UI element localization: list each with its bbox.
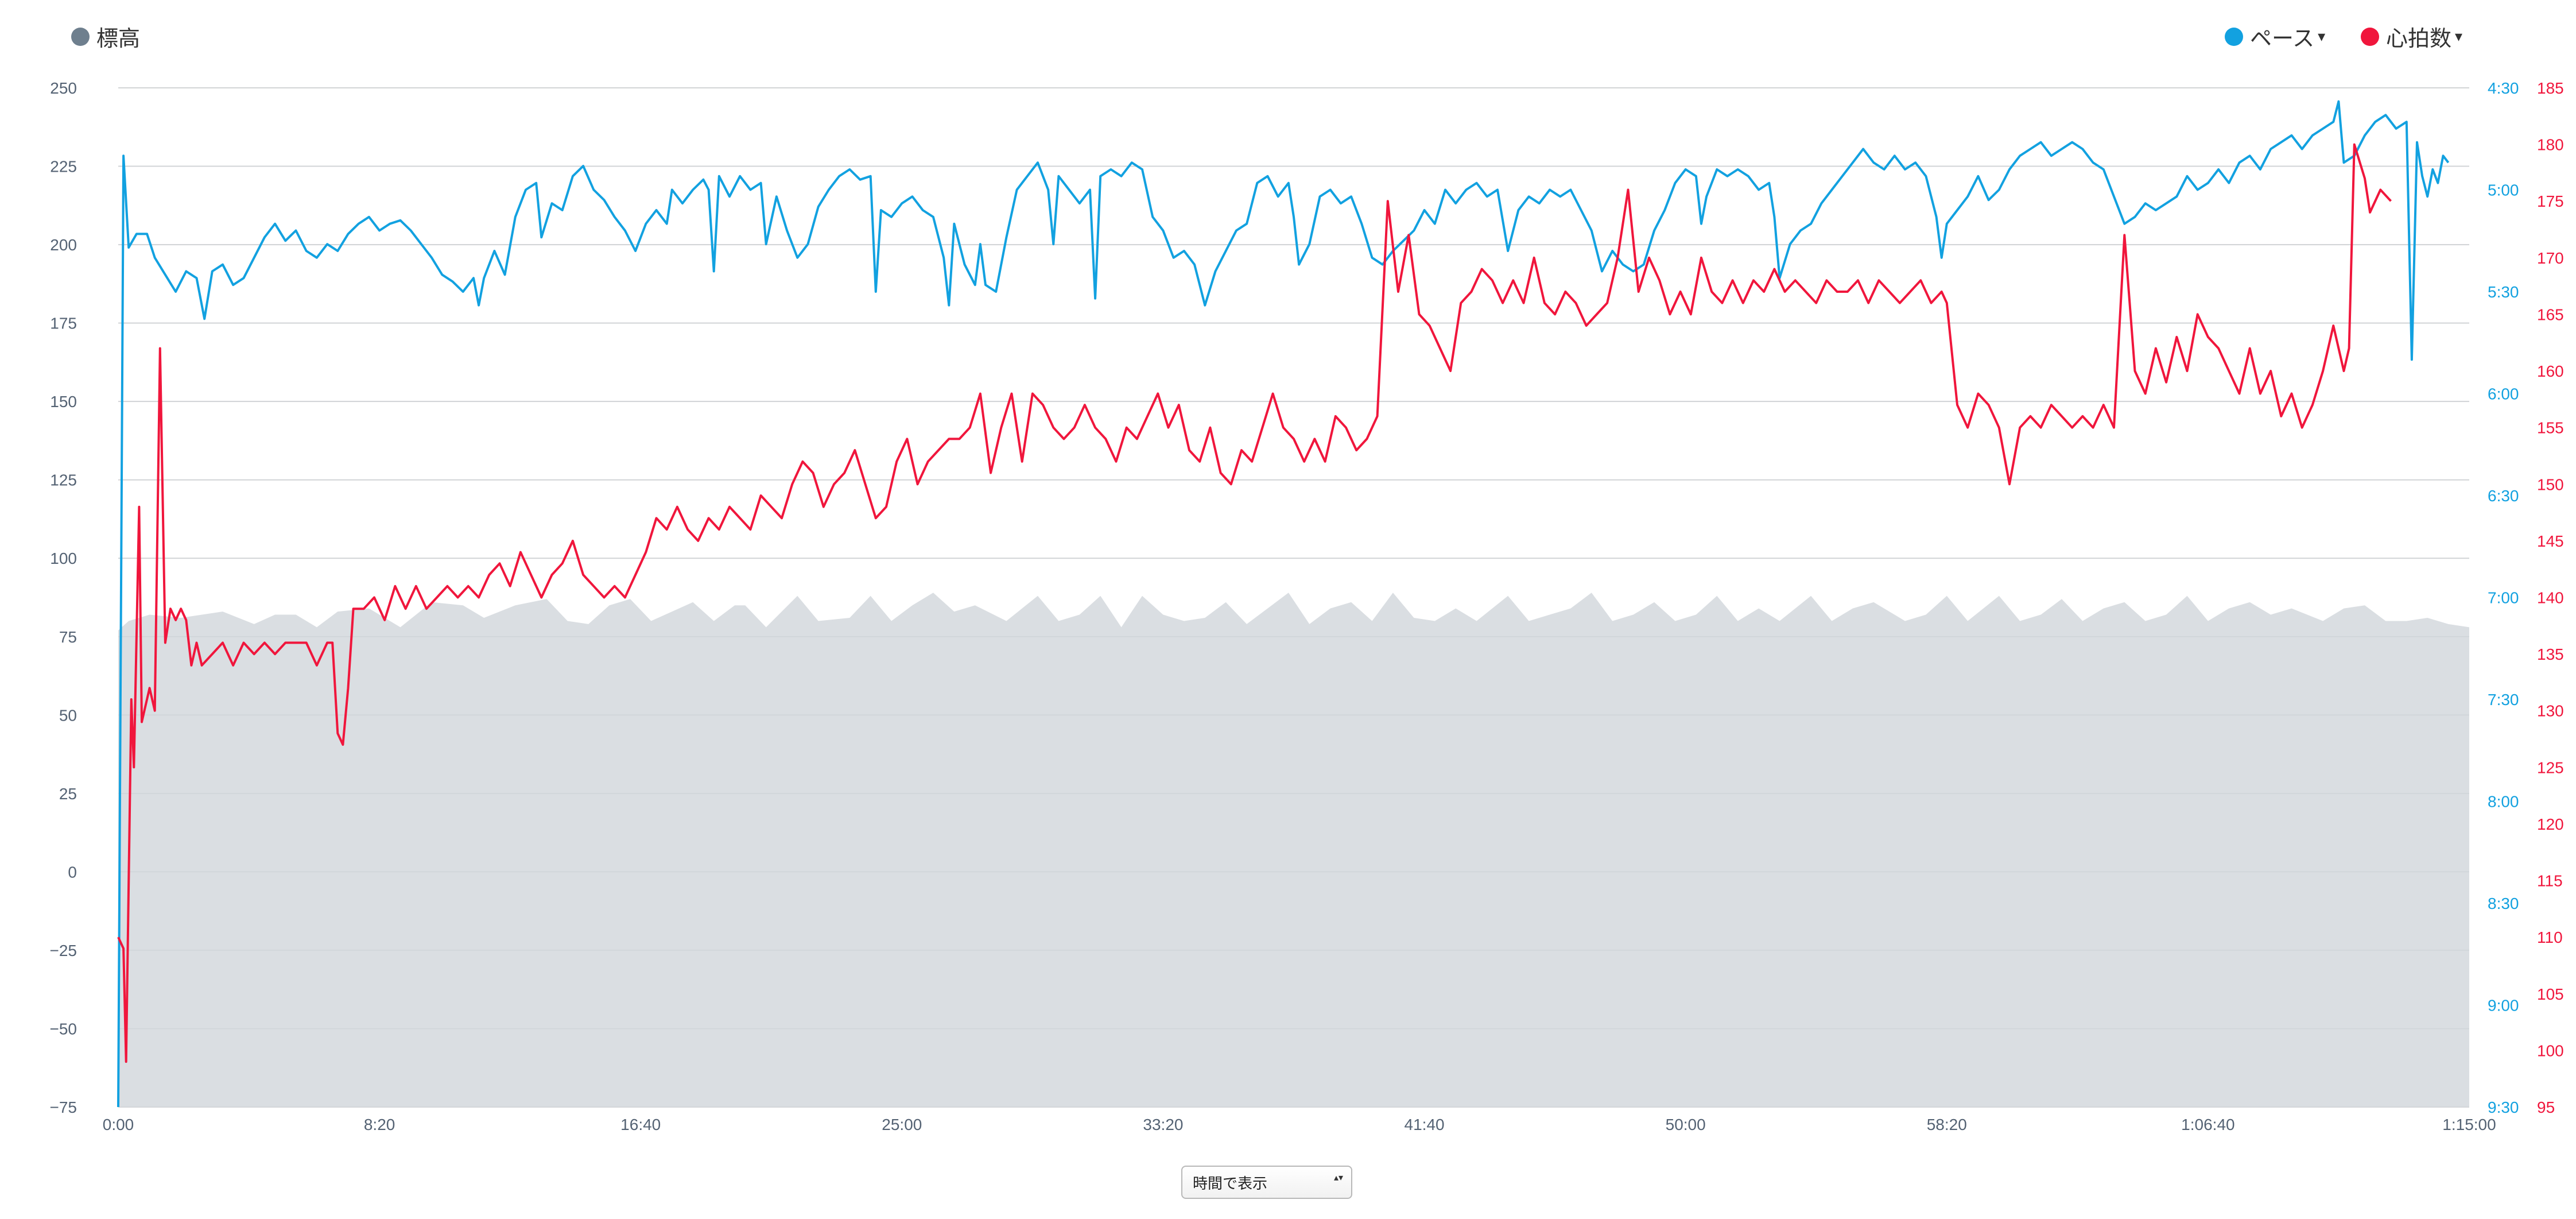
heart-rate-axis-tick-label: 115: [2537, 872, 2563, 890]
pace-axis-tick-label: 7:30: [2488, 691, 2519, 709]
pace-axis-tick-label: 4:30: [2488, 79, 2519, 97]
pace-axis-tick-label: 6:00: [2488, 385, 2519, 403]
time-axis-tick-label: 33:20: [1143, 1116, 1183, 1133]
pace-axis-tick-label: 8:30: [2488, 895, 2519, 912]
legend-heart-rate-label: 心拍数: [2386, 27, 2452, 51]
elevation-axis-tick-label: 0: [68, 863, 77, 881]
legend-pace[interactable]: ペース ▾: [2225, 21, 2325, 52]
pace-legend-dot-icon: [2225, 27, 2243, 46]
pace-axis-tick-label: 9:00: [2488, 997, 2519, 1015]
elevation-axis-tick-label: 50: [59, 706, 77, 724]
pace-axis-tick-label: 6:30: [2488, 487, 2519, 505]
elevation-axis-tick-label: 250: [50, 79, 77, 97]
heart-rate-axis-tick-label: 155: [2537, 419, 2564, 437]
view-mode-select[interactable]: 時間で表示 ▴▾: [1181, 1166, 1352, 1199]
heart-rate-axis-tick-label: 100: [2537, 1042, 2564, 1059]
heart-rate-axis-tick-label: 140: [2537, 589, 2564, 607]
pace-axis-tick-label: 9:30: [2488, 1098, 2519, 1116]
elevation-legend-dot-icon: [71, 27, 90, 46]
elevation-axis-tick-label: −25: [50, 942, 77, 959]
time-axis-tick-label: 50:00: [1666, 1116, 1706, 1133]
elevation-axis-tick-label: 100: [50, 549, 77, 567]
pace-axis-tick-label: 5:30: [2488, 283, 2519, 301]
heart-rate-axis-tick-label: 95: [2537, 1098, 2555, 1116]
elevation-axis-tick-label: −50: [50, 1020, 77, 1038]
heart-rate-axis-tick-label: 120: [2537, 815, 2564, 833]
legend-elevation[interactable]: 標高: [71, 21, 140, 52]
pace-dropdown-caret-icon[interactable]: ▾: [2318, 28, 2326, 45]
heart-rate-axis-tick-label: 175: [2537, 192, 2564, 210]
legend-elevation-label: 標高: [96, 27, 141, 51]
legend-heart-rate[interactable]: 心拍数 ▾: [2361, 21, 2462, 52]
heart-rate-dropdown-caret-icon[interactable]: ▾: [2455, 28, 2463, 45]
time-axis-tick-label: 41:40: [1405, 1116, 1445, 1133]
heart-rate-axis-tick-label: 135: [2537, 645, 2564, 663]
elevation-axis-tick-label: 200: [50, 236, 77, 254]
heart-rate-axis-tick-label: 150: [2537, 475, 2564, 493]
time-axis-tick-label: 8:20: [364, 1116, 395, 1133]
elevation-axis-tick-label: 225: [50, 158, 77, 176]
heart-rate-axis-tick-label: 165: [2537, 305, 2564, 323]
heart-rate-axis-tick-label: 110: [2537, 928, 2563, 946]
pace-axis-tick-label: 5:00: [2488, 181, 2519, 199]
time-axis-tick-label: 0:00: [103, 1116, 134, 1133]
heart-rate-legend-dot-icon: [2361, 27, 2379, 46]
select-arrows-icon: ▴▾: [1333, 1173, 1343, 1183]
heart-rate-axis-tick-label: 170: [2537, 249, 2564, 267]
heart-rate-line: [117, 143, 2392, 1063]
heart-rate-axis-tick-label: 130: [2537, 702, 2564, 720]
time-axis-tick-label: 1:06:40: [2181, 1116, 2234, 1133]
pace-line: [117, 100, 2450, 1108]
view-mode-selected-label: 時間で表示: [1193, 1174, 1268, 1192]
heart-rate-axis-tick-label: 185: [2537, 79, 2564, 97]
elevation-axis-tick-label: 150: [50, 393, 77, 411]
time-axis-tick-label: 58:20: [1927, 1116, 1967, 1133]
pace-axis-tick-label: 8:00: [2488, 793, 2519, 811]
elevation-axis-tick-label: 75: [59, 628, 77, 646]
elevation-area: [118, 593, 2469, 1107]
time-axis-tick-label: 16:40: [620, 1116, 661, 1133]
elevation-axis-tick-label: 175: [50, 315, 77, 332]
time-axis-tick-label: 25:00: [882, 1116, 922, 1133]
elevation-axis-tick-label: −75: [50, 1098, 77, 1116]
time-axis-tick-label: 1:15:00: [2442, 1116, 2496, 1133]
heart-rate-axis-tick-label: 160: [2537, 362, 2564, 380]
heart-rate-axis-tick-label: 125: [2537, 759, 2564, 776]
heart-rate-axis-tick-label: 105: [2537, 985, 2564, 1003]
elevation-axis-tick-label: 25: [59, 785, 77, 803]
elevation-axis-tick-label: 125: [50, 471, 77, 489]
heart-rate-axis-tick-label: 180: [2537, 136, 2564, 154]
pace-axis-tick-label: 7:00: [2488, 589, 2519, 607]
legend-pace-label: ペース: [2250, 27, 2315, 51]
heart-rate-axis-tick-label: 145: [2537, 532, 2564, 550]
